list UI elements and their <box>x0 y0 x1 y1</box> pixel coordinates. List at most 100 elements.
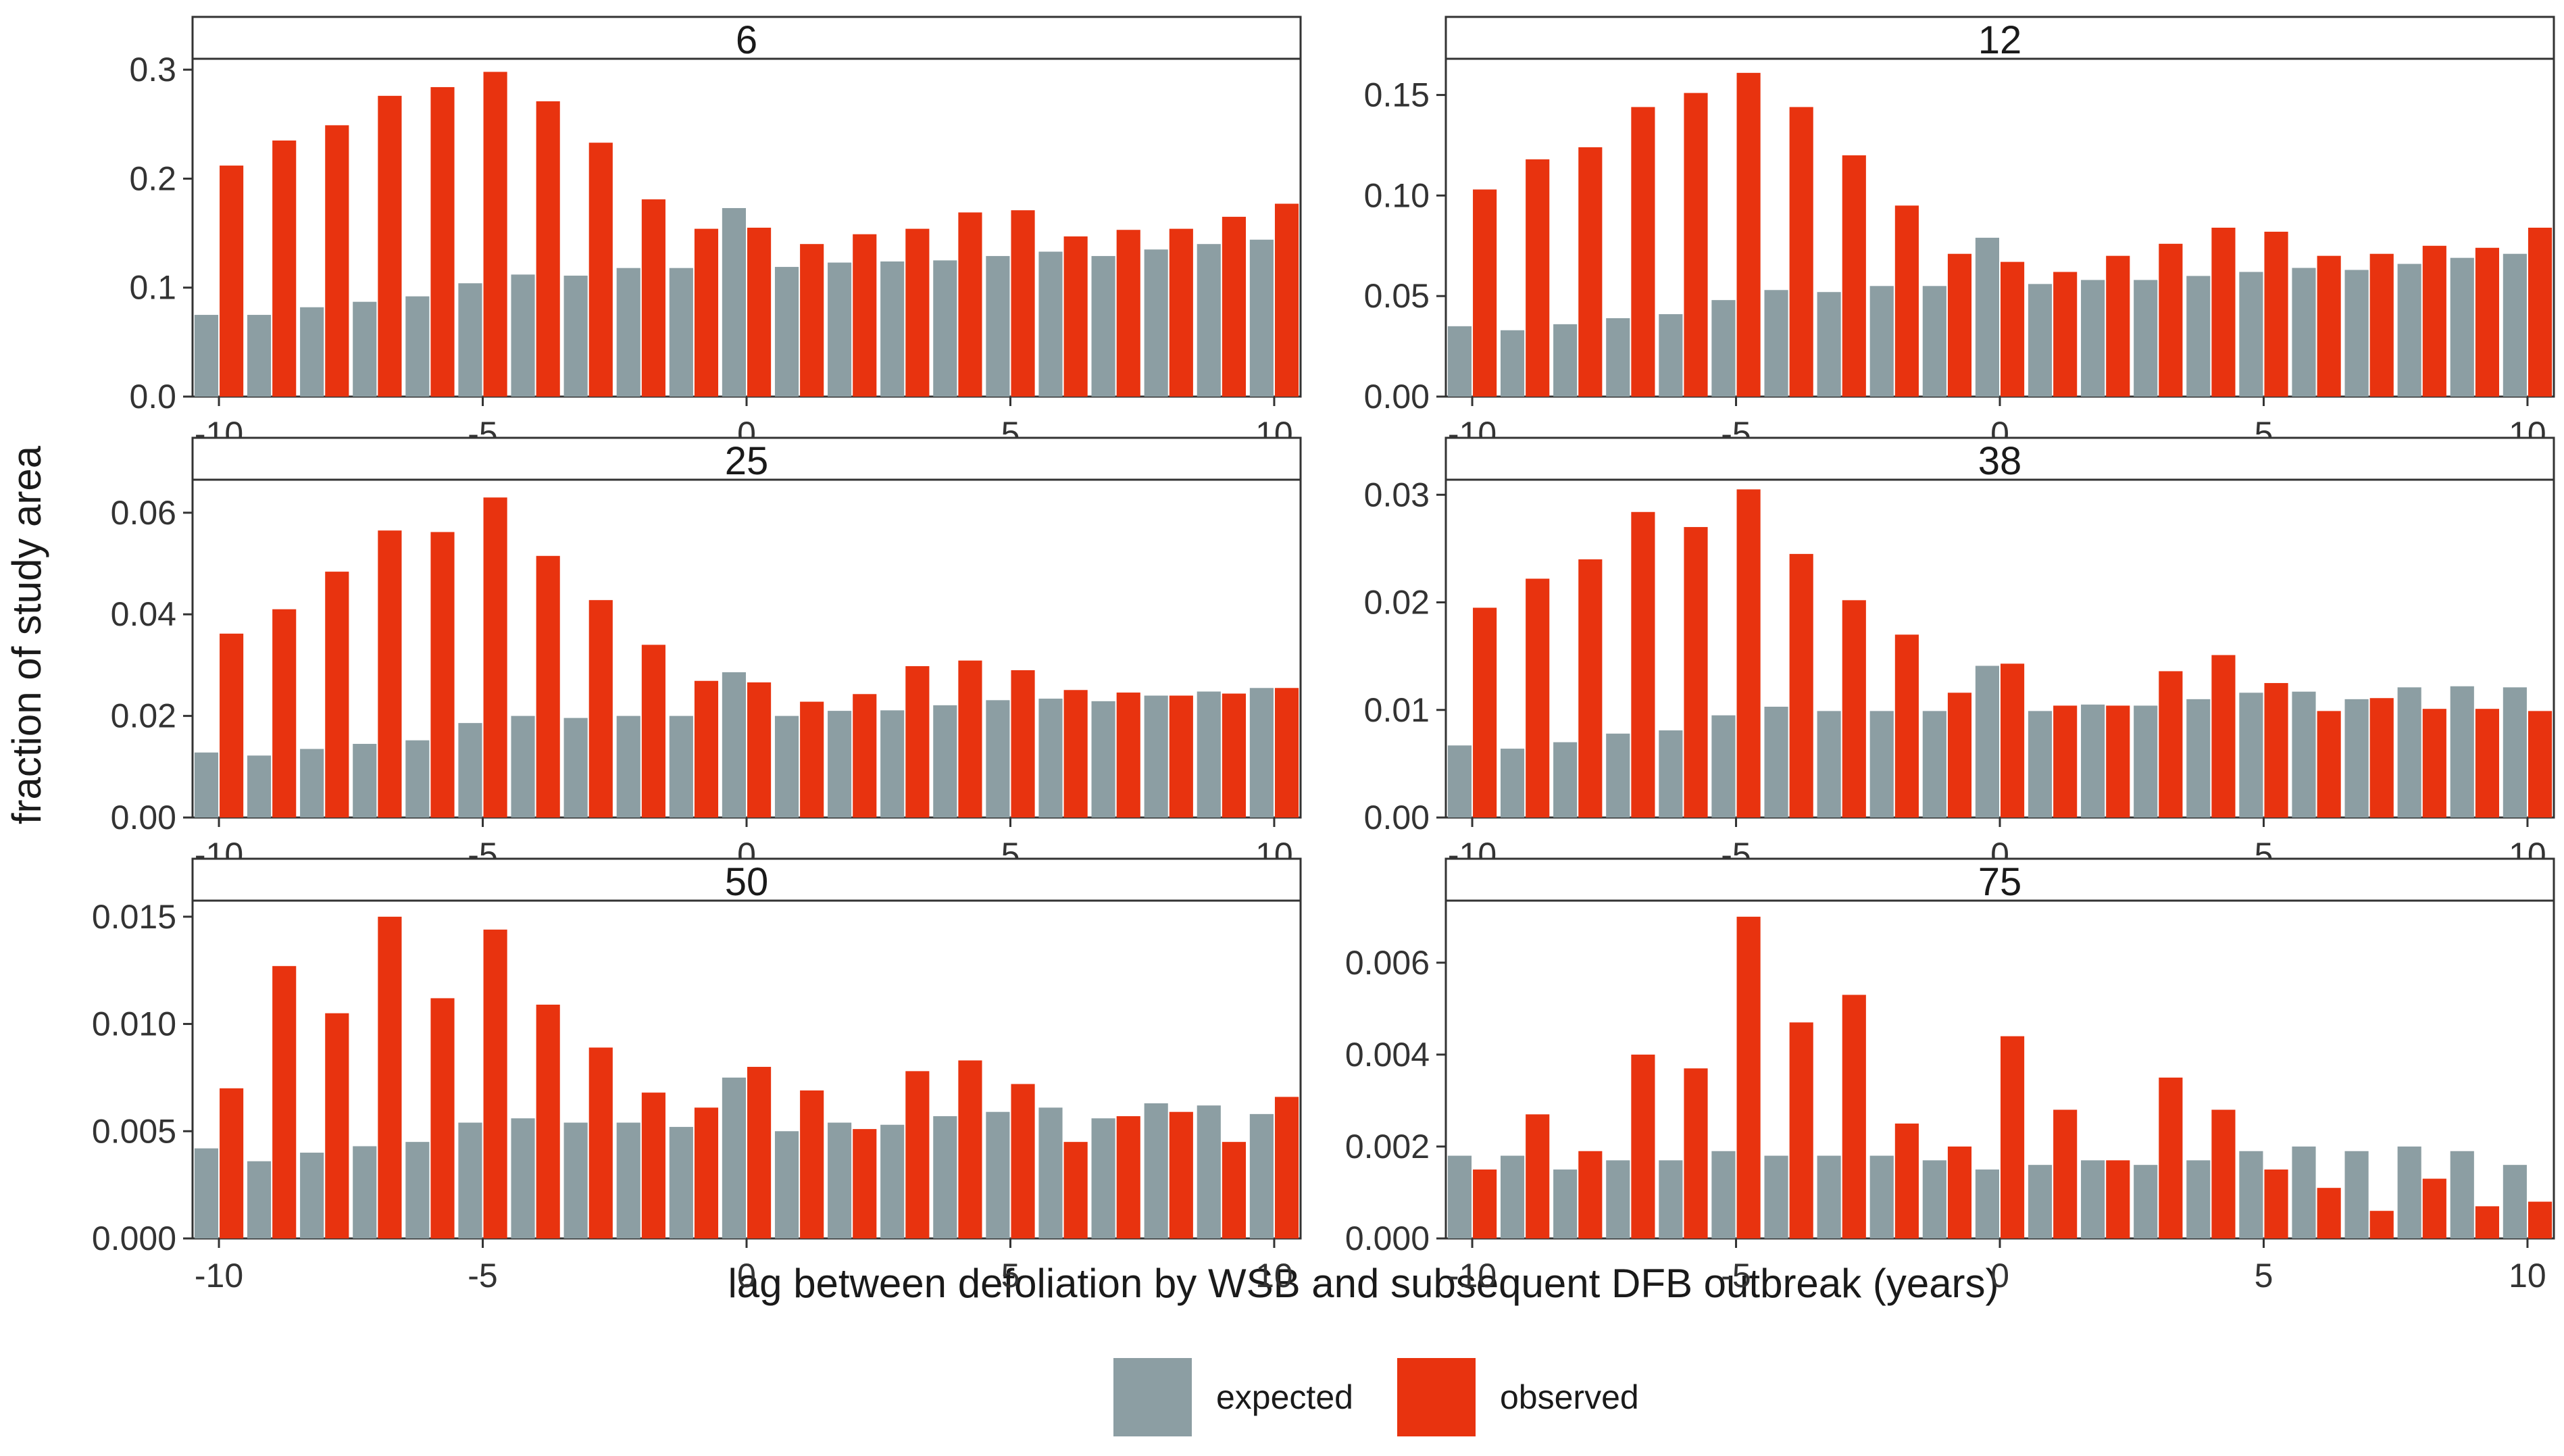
bar-observed-lag--1 <box>694 1107 719 1238</box>
bar-observed-lag--3 <box>588 600 613 818</box>
bar-expected-lag-3 <box>2134 1165 2158 1238</box>
bar-observed-lag-4 <box>958 660 982 818</box>
bar-observed-lag-5 <box>2264 1169 2288 1238</box>
panel-6: 60.00.10.20.3-10 -5 0 5 10 <box>129 16 1302 453</box>
bar-observed-lag--10 <box>220 1088 244 1238</box>
bar-expected-lag-2 <box>2081 1160 2105 1238</box>
bar-expected-lag-6 <box>2292 268 2316 397</box>
bar-expected-lag-8 <box>2397 687 2421 818</box>
bar-expected-lag-7 <box>2344 270 2369 397</box>
bar-expected-lag--6 <box>405 1142 430 1238</box>
bar-expected-lag-4 <box>933 1116 957 1238</box>
panel-strip <box>1444 16 2555 60</box>
y-tick-label: 0.000 <box>1345 1220 1430 1257</box>
bar-expected-lag-5 <box>986 700 1010 818</box>
bar-observed-lag--1 <box>1947 693 1972 818</box>
bar-expected-lag--9 <box>1501 1155 1525 1238</box>
bar-expected-lag-5 <box>986 255 1010 397</box>
bar-observed-lag--5 <box>483 929 507 1238</box>
bar-observed-lag-1 <box>800 1090 824 1238</box>
bar-expected-lag-0 <box>1975 1169 1999 1238</box>
x-tick-label: -5 <box>1721 1257 1751 1295</box>
bar-observed-lag-6 <box>1063 1142 1088 1238</box>
bar-expected-lag-6 <box>1038 251 1063 397</box>
bar-expected-lag-8 <box>1144 1103 1168 1238</box>
panel-12: 120.000.050.100.15-10 -5 0 5 10 <box>1364 16 2555 453</box>
bar-observed-lag--10 <box>1473 607 1497 818</box>
legend-key-observed <box>1397 1358 1476 1436</box>
bar-observed-lag-8 <box>2422 245 2446 397</box>
bar-observed-lag--4 <box>1789 107 1813 397</box>
bar-observed-lag-1 <box>800 701 824 818</box>
bar-expected-lag--7 <box>1606 318 1630 397</box>
panels-grid: 6 0.0 0.1 0.2 0.3 -10 -5 0 5 10 12 0.00 0.05 0.10 0.15… <box>92 16 2555 1295</box>
legend: expected observed <box>1113 1358 1639 1436</box>
bar-observed-lag-3 <box>905 1071 930 1238</box>
bar-expected-lag--6 <box>1659 730 1683 818</box>
bar-observed-lag--2 <box>1894 634 1919 818</box>
bar-expected-lag-1 <box>2028 284 2053 397</box>
bar-observed-lag--1 <box>1947 253 1972 397</box>
bar-expected-lag--3 <box>563 275 588 397</box>
bar-expected-lag-3 <box>2134 705 2158 818</box>
bar-observed-lag--3 <box>1842 995 1866 1238</box>
bar-expected-lag--10 <box>1447 326 1472 397</box>
bar-observed-lag-5 <box>1011 1084 1035 1238</box>
bar-expected-lag-4 <box>2186 699 2211 818</box>
bar-expected-lag-3 <box>880 261 905 397</box>
bar-observed-lag--9 <box>272 140 297 397</box>
bar-expected-lag--8 <box>1553 324 1578 397</box>
bar-expected-lag--4 <box>1764 1155 1788 1238</box>
bar-expected-lag--1 <box>669 716 693 818</box>
legend-label-expected: expected <box>1216 1378 1353 1416</box>
bar-observed-lag-2 <box>853 1129 877 1238</box>
bar-expected-lag--6 <box>405 296 430 397</box>
x-tick-label: 5 <box>1001 1257 1020 1295</box>
y-tick-label: 0.03 <box>1364 476 1430 513</box>
bar-expected-lag-6 <box>1038 699 1063 818</box>
bar-expected-lag--9 <box>247 1161 272 1238</box>
bar-expected-lag-10 <box>1249 239 1274 397</box>
bar-expected-lag-5 <box>2239 693 2263 818</box>
bar-expected-lag--7 <box>353 301 377 397</box>
bar-observed-lag-7 <box>1116 230 1140 397</box>
bar-expected-lag--5 <box>458 1122 482 1238</box>
bar-observed-lag-1 <box>2053 705 2078 818</box>
bar-expected-lag--4 <box>511 274 535 397</box>
bar-expected-lag--7 <box>353 1146 377 1238</box>
bar-expected-lag-7 <box>2344 1151 2369 1238</box>
bar-observed-lag--9 <box>1526 1114 1550 1238</box>
bar-observed-lag-5 <box>2264 682 2288 818</box>
bar-expected-lag-7 <box>2344 699 2369 818</box>
bar-expected-lag-1 <box>2028 1165 2053 1238</box>
bar-expected-lag--2 <box>616 268 640 397</box>
bar-observed-lag-10 <box>2528 1201 2553 1238</box>
y-tick-label: 0.1 <box>129 269 176 307</box>
y-tick-label: 0.10 <box>1364 176 1430 214</box>
bar-observed-lag--8 <box>1578 1151 1603 1238</box>
bar-observed-lag-8 <box>1169 1111 1193 1238</box>
bar-observed-lag--8 <box>1578 559 1603 818</box>
bar-expected-lag-2 <box>2081 280 2105 397</box>
bar-expected-lag--3 <box>1817 1155 1841 1238</box>
bar-observed-lag-2 <box>853 234 877 397</box>
bar-expected-lag-9 <box>2450 1151 2474 1238</box>
bar-observed-lag-8 <box>1169 695 1193 818</box>
bar-observed-lag-9 <box>1222 1142 1246 1238</box>
bar-observed-lag--2 <box>1894 1123 1919 1238</box>
bar-observed-lag-4 <box>958 212 982 397</box>
legend-key-expected <box>1113 1358 1192 1436</box>
bar-observed-lag-1 <box>2053 272 2078 397</box>
plot-area <box>1444 899 2555 1240</box>
bar-expected-lag--4 <box>511 1118 535 1238</box>
bar-expected-lag-9 <box>1197 1105 1221 1238</box>
bar-expected-lag-4 <box>2186 1160 2211 1238</box>
bar-expected-lag--5 <box>458 723 482 818</box>
bar-observed-lag--6 <box>1684 527 1708 818</box>
bar-expected-lag-3 <box>880 710 905 818</box>
bar-expected-lag-0 <box>722 207 746 397</box>
bar-observed-lag-7 <box>1116 693 1140 818</box>
bar-observed-lag-9 <box>1222 693 1246 818</box>
bar-observed-lag-3 <box>905 228 930 397</box>
y-axis-title: fraction of study area <box>4 445 49 824</box>
